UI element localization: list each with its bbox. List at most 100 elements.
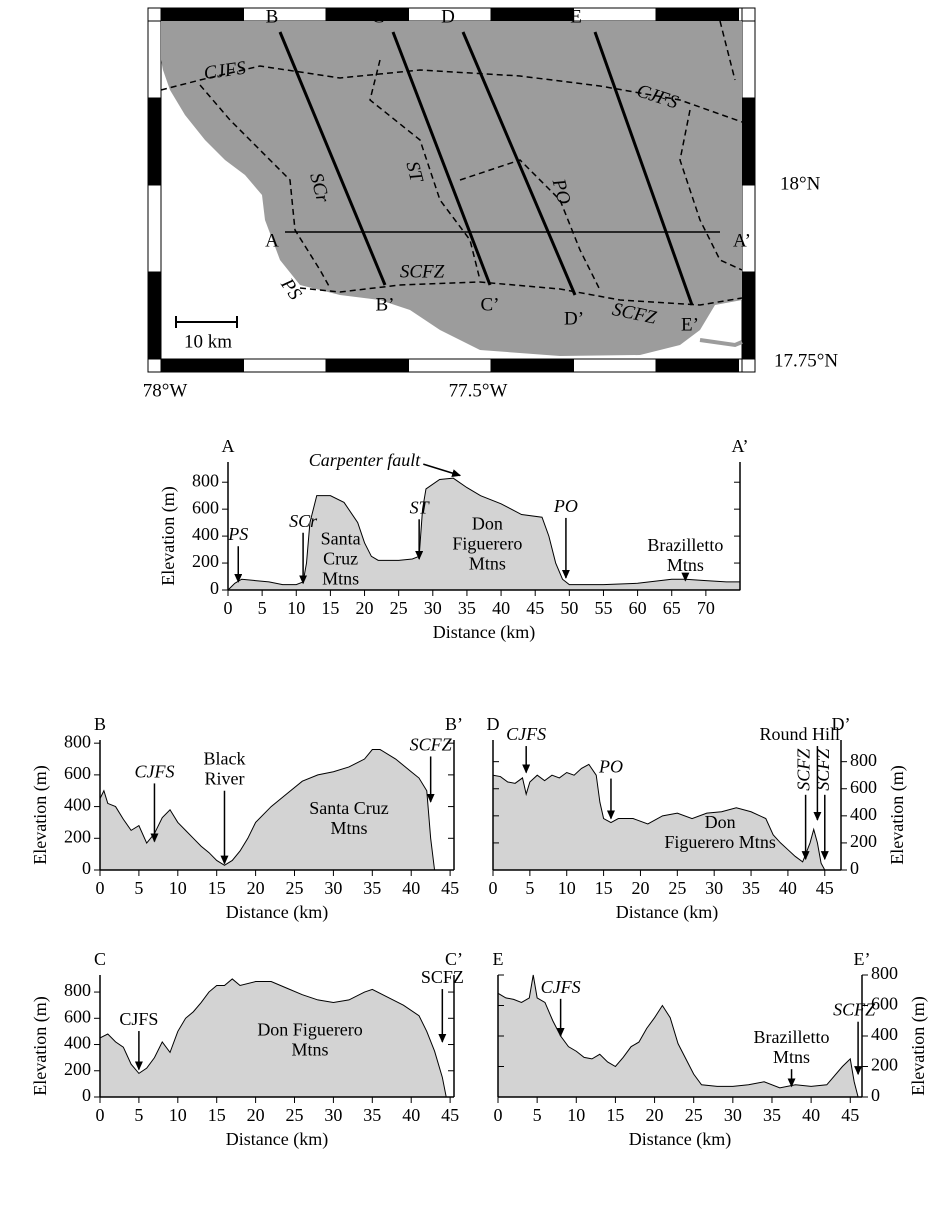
annotation: Mtns [469,553,506,573]
x-tick-label: 25 [286,1105,304,1125]
map-tick-label: 77.5°W [449,380,508,401]
map: 10 km 78°W 77.5°W 18°N 17.75°N B C D E B… [143,6,839,401]
x-tick-label: 5 [134,878,143,898]
y-tick-label: 400 [192,524,219,544]
border-band [742,185,755,272]
border-band [409,359,492,372]
map-label: C’ [481,294,500,315]
x-tick-label: 0 [494,1105,503,1125]
border-band [244,359,327,372]
y-tick-label: 600 [64,1006,91,1026]
x-tick-label: 20 [247,878,265,898]
y-tick-label: 200 [871,1055,898,1075]
y-axis-label: Elevation (m) [30,765,51,864]
profile-start-label: D [487,714,500,734]
x-tick-label: 60 [629,598,647,618]
border-band [742,98,755,185]
border-band [148,272,161,359]
x-tick-label: 45 [816,878,834,898]
x-tick-label: 15 [321,598,339,618]
annotation: Cruz [323,548,358,568]
border-band [739,8,743,21]
map-label: E’ [681,314,699,335]
x-tick-label: 45 [841,1105,859,1125]
x-tick-label: 20 [646,1105,664,1125]
x-tick-label: 10 [567,1105,585,1125]
border-band [244,8,327,21]
border-band [491,8,574,21]
x-tick-label: 15 [595,878,613,898]
annotation: Figuerero Mtns [664,832,776,852]
y-tick-label: 800 [64,731,91,751]
border-band [326,8,409,21]
annotation-arrow [423,464,460,475]
x-tick-label: 50 [560,598,578,618]
profile-start-label: C [94,949,106,969]
x-tick-label: 70 [697,598,715,618]
y-tick-label: 400 [871,1024,898,1044]
y-tick-label: 800 [64,980,91,1000]
x-tick-label: 25 [286,878,304,898]
x-tick-label: 45 [441,1105,459,1125]
map-label: B’ [376,294,395,315]
y-tick-label: 200 [64,826,91,846]
y-tick-label: 400 [64,1033,91,1053]
x-tick-label: 10 [558,878,576,898]
y-tick-label: 600 [64,763,91,783]
map-tick-label: 78°W [143,380,188,401]
x-tick-label: 35 [363,878,381,898]
y-tick-label: 200 [64,1059,91,1079]
x-tick-label: 5 [533,1105,542,1125]
annotation: SCFZ [813,748,833,791]
y-tick-label: 800 [192,470,219,490]
profile-start-label: A [222,436,235,456]
x-tick-label: 45 [441,878,459,898]
x-tick-label: 35 [742,878,760,898]
annotation: Mtns [292,1040,329,1060]
annotation: SCFZ [421,967,464,987]
annotation: Brazilletto [754,1027,830,1047]
x-tick-label: 10 [169,1105,187,1125]
y-axis-label: Elevation (m) [908,996,929,1095]
profile: 0510152025303540455055606570020040060080… [158,436,748,643]
annotation: PO [598,757,623,777]
x-tick-label: 0 [96,1105,105,1125]
x-tick-label: 15 [606,1105,624,1125]
annotation: Round Hill [759,724,840,744]
annotation: Black [203,749,245,769]
y-tick-label: 800 [850,750,877,770]
map-label: D’ [564,308,584,329]
border-band [656,359,739,372]
profile-start-label: B [94,714,106,734]
annotation: CJFS [506,724,546,744]
profiles: 0510152025303540455055606570020040060080… [30,436,929,1150]
annotation: CJFS [119,1009,158,1029]
x-tick-label: 5 [525,878,534,898]
border-band [491,359,574,372]
x-tick-label: 40 [802,1105,820,1125]
y-tick-label: 0 [850,858,859,878]
annotation: River [204,769,244,789]
profile: 0510152025303540450200400600800Distance … [487,714,909,923]
map-tick-label: 18°N [780,173,821,194]
x-axis-label: Distance (km) [433,622,535,643]
border-band [148,185,161,272]
annotation: Santa [321,528,361,548]
border-band [148,98,161,185]
annotation: Don Figuerero [257,1020,362,1040]
border-band [161,8,244,21]
x-tick-label: 30 [705,878,723,898]
x-tick-label: 15 [208,878,226,898]
annotation: Mtns [773,1047,810,1067]
x-tick-label: 0 [96,878,105,898]
x-tick-label: 30 [324,878,342,898]
x-tick-label: 35 [763,1105,781,1125]
y-tick-label: 0 [82,858,91,878]
y-tick-label: 200 [192,551,219,571]
x-tick-label: 0 [489,878,498,898]
x-tick-label: 10 [169,878,187,898]
annotation: Brazilletto [647,535,723,555]
map-label: SCFZ [400,261,445,282]
y-tick-label: 0 [82,1085,91,1105]
